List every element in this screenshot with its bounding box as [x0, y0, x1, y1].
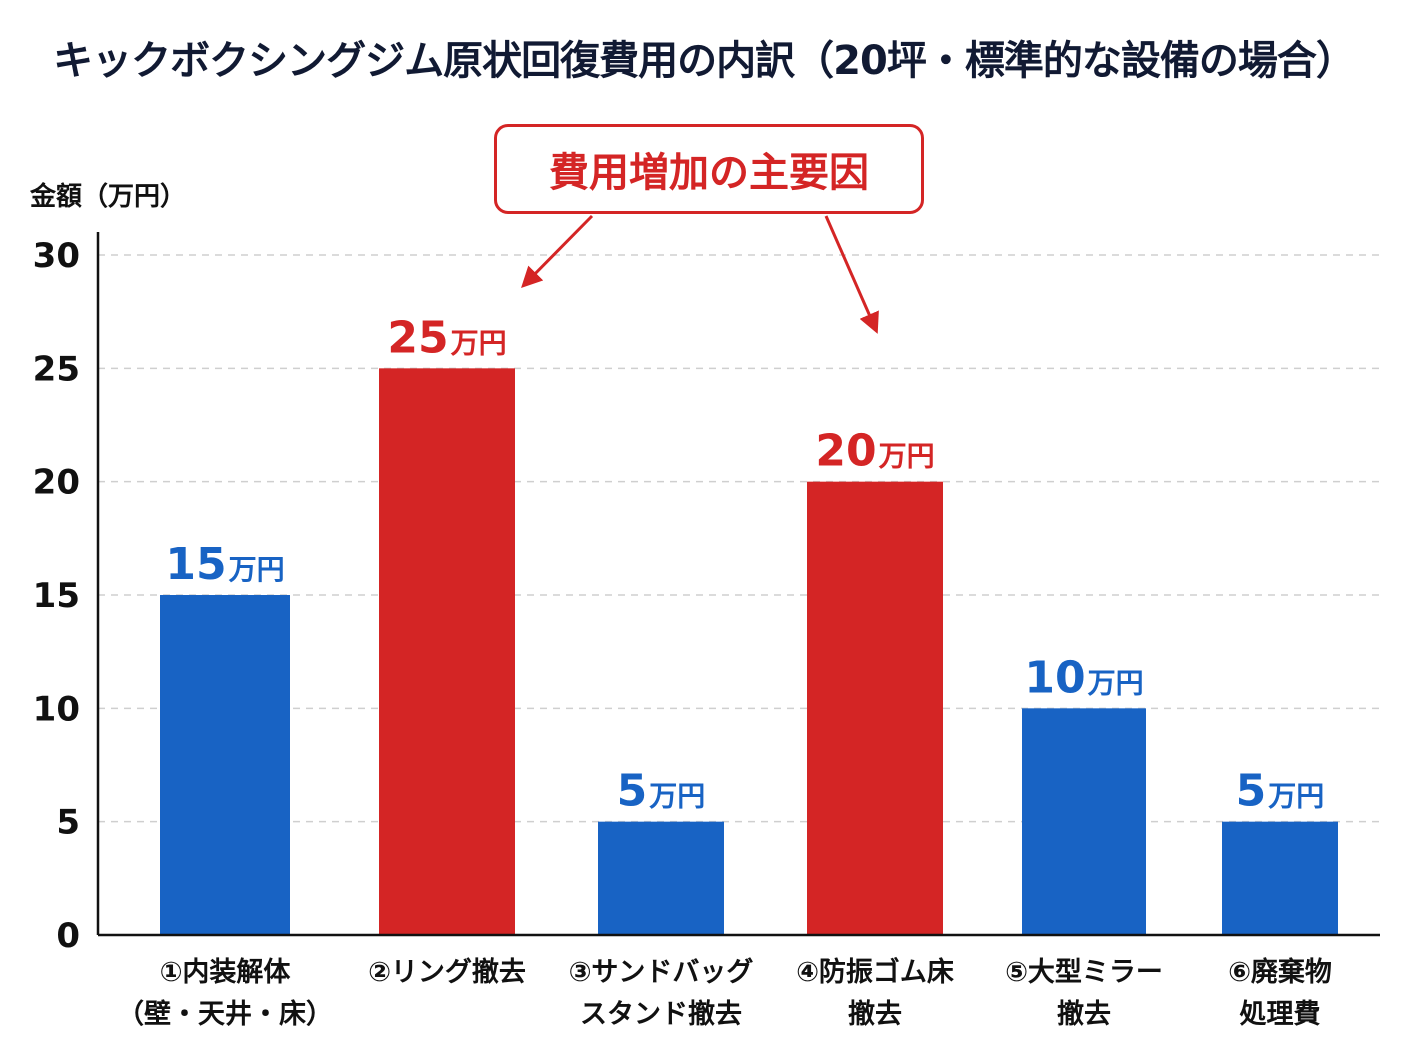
- bar-1: [160, 595, 290, 935]
- chart-title: キックボクシングジム原状回復費用の内訳（20坪・標準的な設備の場合）: [53, 38, 1356, 84]
- x-tick-label-1: ①内装解体 （壁・天井・床）: [115, 952, 335, 1036]
- x-tick-label-line: 撤去: [1057, 999, 1111, 1030]
- callout-arrow-right: [824, 215, 879, 334]
- bar-value-label-2: 25万円: [387, 312, 506, 363]
- x-tick-label-4: ④防振ゴム床 撤去: [765, 952, 985, 1036]
- y-tick-label: 10: [33, 689, 80, 729]
- callout-box: 費用増加の主要因: [494, 124, 924, 214]
- y-tick-label: 15: [33, 576, 80, 616]
- x-tick-label-line: （壁・天井・床）: [117, 999, 333, 1030]
- bar-value-label-4: 20万円: [815, 426, 934, 477]
- x-tick-label-6: ⑥廃棄物処理費: [1170, 952, 1390, 1036]
- x-tick-label-line: 処理費: [1239, 999, 1321, 1030]
- x-tick-label-line: ①内装解体: [159, 957, 291, 988]
- x-tick-label-5: ⑤大型ミラー 撤去: [974, 952, 1194, 1036]
- x-tick-label-line: ⑥廃棄物: [1228, 957, 1332, 988]
- callout-arrow-left: [521, 214, 594, 288]
- y-tick-label: 0: [56, 916, 80, 956]
- x-tick-label-3: ③サンドバッグ スタンド撤去: [551, 952, 771, 1036]
- x-tick-label-line: ⑤大型ミラー: [1005, 957, 1163, 988]
- bar-2: [379, 368, 515, 935]
- bar-3: [598, 821, 724, 935]
- bar-5: [1022, 708, 1146, 935]
- y-tick-label: 25: [33, 349, 80, 389]
- x-tick-label-line: 撤去: [848, 999, 902, 1030]
- y-axis-label: 金額（万円）: [30, 182, 187, 212]
- x-tick-label-line: ②リング撤去: [368, 957, 526, 988]
- y-tick-label: 20: [33, 463, 80, 503]
- bar-4: [807, 481, 943, 935]
- y-tick-label: 30: [33, 236, 80, 276]
- bar-value-label-6: 5万円: [1236, 766, 1325, 817]
- bar-value-label-1: 15万円: [165, 539, 284, 590]
- bar-value-label-3: 5万円: [617, 766, 706, 817]
- x-tick-label-2: ②リング撤去: [337, 952, 557, 994]
- x-tick-label-line: ③サンドバッグ: [568, 957, 754, 988]
- bar-6: [1222, 821, 1338, 935]
- x-tick-label-line: スタンド撤去: [580, 999, 742, 1030]
- x-tick-label-line: ④防振ゴム床: [796, 957, 954, 988]
- bar-value-label-5: 10万円: [1024, 652, 1143, 703]
- y-tick-label: 5: [56, 803, 80, 843]
